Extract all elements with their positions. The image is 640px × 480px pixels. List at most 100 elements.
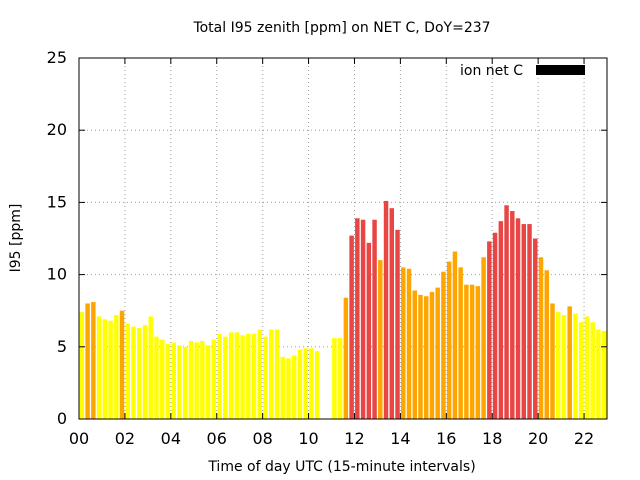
bar (401, 267, 406, 419)
bar (91, 302, 96, 419)
bar (383, 200, 389, 419)
grid-lines (79, 58, 607, 419)
bar (372, 219, 377, 419)
bar (96, 316, 102, 419)
bar (137, 328, 142, 419)
legend: ion net C (460, 63, 585, 79)
bar (188, 341, 194, 419)
bar (550, 303, 555, 419)
bar (360, 219, 366, 419)
bar (515, 218, 521, 419)
bar (412, 290, 417, 419)
y-tick-label: 15 (47, 192, 67, 211)
bar (366, 242, 372, 419)
bar (228, 332, 234, 419)
bar (446, 261, 452, 419)
y-tick-label: 0 (57, 409, 67, 428)
bar (182, 346, 188, 419)
bar (435, 287, 440, 419)
axis-ticks (78, 57, 607, 420)
bar (452, 251, 458, 419)
x-tick-label: 14 (390, 429, 410, 448)
bar (538, 257, 544, 419)
x-tick-label: 00 (69, 429, 89, 448)
bar (561, 315, 567, 419)
bar (527, 224, 532, 419)
bar (246, 333, 251, 419)
bar (487, 241, 492, 419)
bar (544, 270, 549, 419)
bar (314, 351, 320, 419)
bar (596, 329, 601, 419)
bar (458, 267, 463, 419)
bar (165, 343, 171, 419)
bar (274, 329, 280, 419)
bar (211, 339, 217, 419)
bar (102, 319, 108, 419)
x-tick-label: 08 (252, 429, 272, 448)
bar-series (79, 200, 607, 419)
bar (171, 342, 176, 419)
y-tick-label: 20 (47, 120, 67, 139)
bar (200, 341, 205, 419)
bar (108, 320, 113, 419)
y-tick-label: 25 (47, 48, 67, 67)
bar (406, 268, 412, 419)
bar (159, 339, 165, 419)
bar (251, 333, 257, 419)
bar (79, 312, 85, 419)
bar (441, 271, 446, 419)
bar (142, 325, 148, 419)
bar (280, 356, 285, 419)
bar (590, 322, 595, 419)
bar (395, 229, 400, 419)
bar (119, 310, 125, 419)
bar (205, 345, 211, 419)
bar (263, 336, 268, 419)
bar (349, 235, 354, 419)
bar (475, 286, 481, 419)
x-tick-label: 02 (115, 429, 135, 448)
x-tick-label: 22 (574, 429, 594, 448)
bar (355, 218, 360, 419)
bar (148, 316, 153, 419)
x-tick-label: 04 (161, 429, 181, 448)
bar (601, 330, 607, 419)
bar (573, 313, 578, 419)
bar (567, 306, 572, 419)
bar (332, 338, 337, 419)
bar (492, 232, 498, 419)
bar (389, 208, 395, 419)
bar (533, 238, 538, 419)
x-tick-label: 12 (344, 429, 364, 448)
bar (303, 348, 308, 419)
chart-title: Total I95 zenith [ppm] on NET C, DoY=237 (192, 20, 490, 36)
bar (257, 329, 263, 419)
bar (521, 224, 527, 419)
bar (584, 316, 590, 419)
bar (177, 345, 182, 419)
x-tick-label: 10 (298, 429, 318, 448)
bar (429, 291, 435, 419)
bar (423, 296, 429, 419)
bar (114, 315, 119, 419)
x-axis-label: Time of day UTC (15-minute intervals) (207, 459, 475, 475)
bar (469, 284, 475, 419)
bar (555, 312, 561, 419)
y-tick-label: 10 (47, 265, 67, 284)
x-tick-label: 18 (482, 429, 502, 448)
y-tick-label: 5 (57, 337, 67, 356)
bar (464, 284, 469, 419)
bar (194, 342, 199, 419)
bar (269, 329, 274, 419)
tick-labels: 0 5 10 15 20 25 00 02 04 06 08 10 12 14 16 18 20 22 (47, 48, 595, 448)
bar (125, 323, 131, 419)
bar (578, 322, 584, 419)
bar (85, 303, 90, 419)
x-tick-label: 20 (528, 429, 548, 448)
bar (498, 221, 504, 419)
bar (297, 349, 303, 419)
bar (217, 333, 222, 419)
plot-frame (78, 57, 608, 420)
bar (234, 332, 240, 419)
